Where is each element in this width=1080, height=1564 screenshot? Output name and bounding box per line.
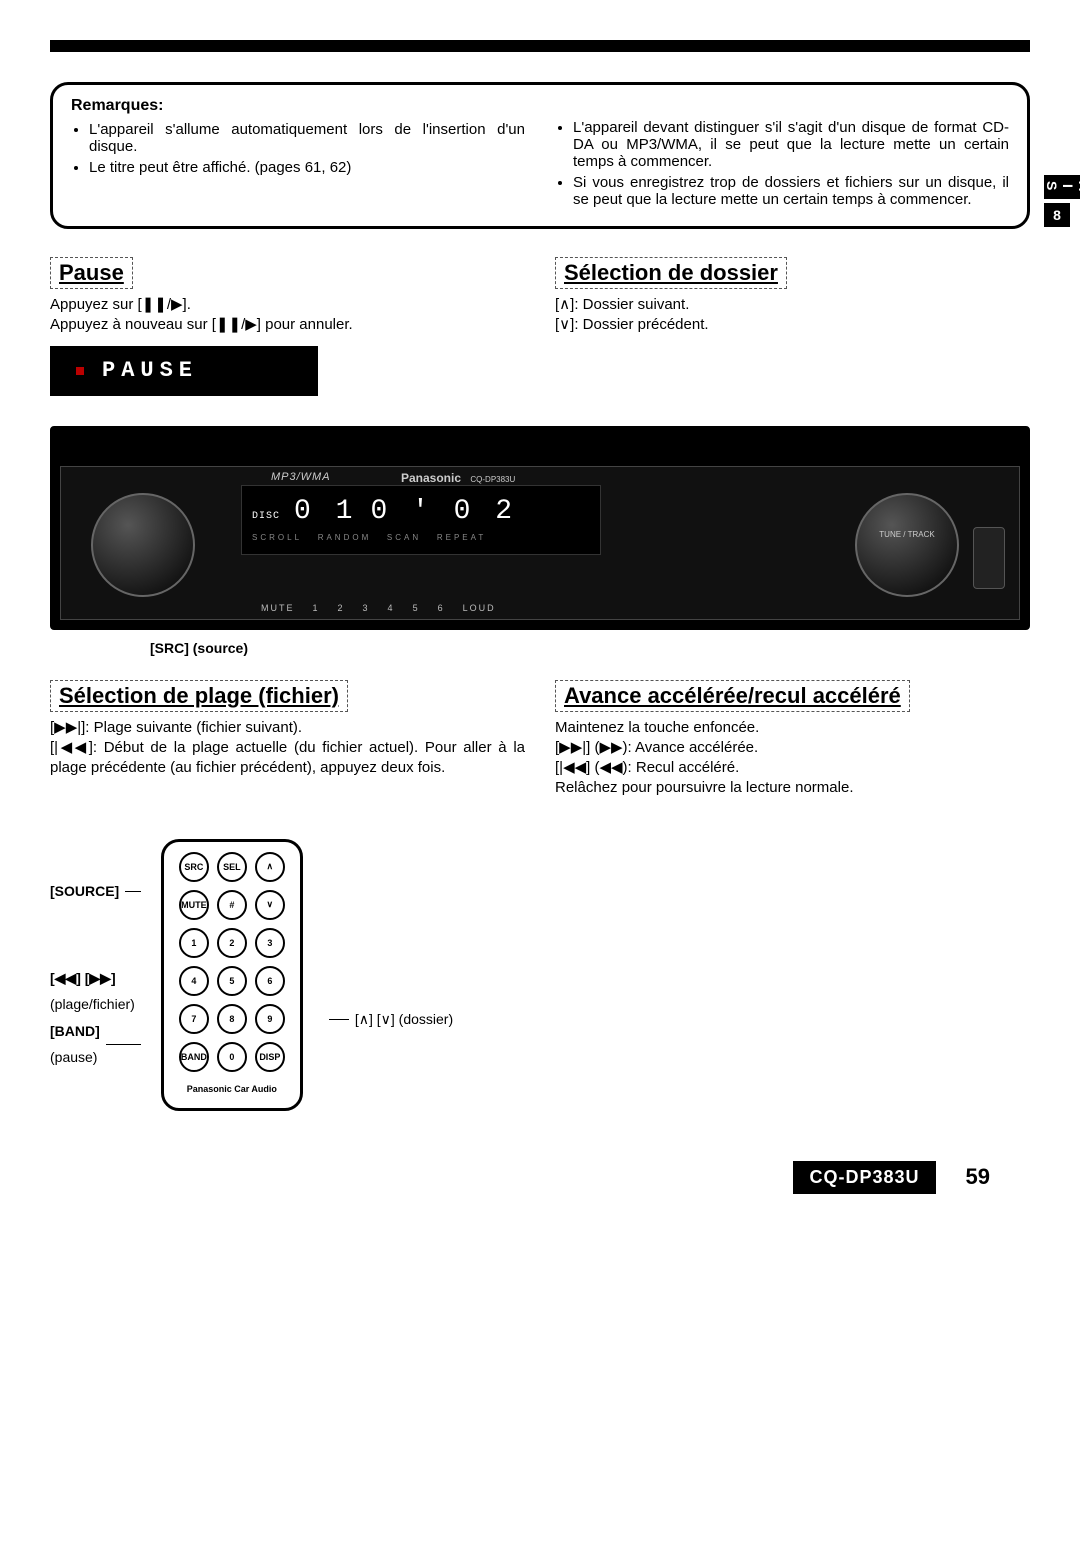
folder-heading: Sélection de dossier: [555, 257, 787, 289]
remote-sel-button[interactable]: SEL: [217, 852, 247, 882]
remote-disp-button[interactable]: DISP: [255, 1042, 285, 1072]
folder-buttons-callout: [∧] [∨] (dossier): [355, 1011, 453, 1028]
remote-mute-button[interactable]: MUTE: [179, 890, 209, 920]
language-number: 8: [1044, 203, 1070, 227]
disc-label: DISC: [252, 511, 280, 522]
remark-item: L'appareil devant distinguer s'il s'agit…: [573, 119, 1009, 170]
remote-8-button[interactable]: 8: [217, 1004, 247, 1034]
remote-left-callouts: [SOURCE] [◀◀] [▶▶] (plage/fichier) [BAND…: [50, 878, 147, 1071]
eject-button[interactable]: [973, 527, 1005, 589]
pause-lcd: PAUSE: [50, 346, 318, 396]
remote-9-button[interactable]: 9: [255, 1004, 285, 1034]
remarks-box: Remarques: L'appareil s'allume automatiq…: [50, 82, 1030, 229]
remote-5-button[interactable]: 5: [217, 966, 247, 996]
remote-down-button[interactable]: ∨: [255, 890, 285, 920]
ffwd-heading: Avance accélérée/recul accéléré: [555, 680, 910, 712]
disc-number: 0 1: [294, 496, 356, 527]
tune-track-knob[interactable]: TUNE / TRACK: [855, 493, 959, 597]
pause-line1: Appuyez sur [❚❚/▶].: [50, 295, 525, 315]
remote-0-button[interactable]: 0: [217, 1042, 247, 1072]
remark-item: Si vous enregistrez trop de dossiers et …: [573, 174, 1009, 208]
record-indicator-icon: [76, 367, 84, 375]
remote-brand: Panasonic Car Audio: [187, 1084, 277, 1094]
stereo-display: DISC 0 1 0 ' 0 2 SCROLL RANDOM SCAN REPE…: [241, 485, 601, 555]
remote-2-button[interactable]: 2: [217, 928, 247, 958]
source-callout: [SOURCE]: [50, 878, 119, 905]
remark-item: Le titre peut être affiché. (pages 61, 6…: [89, 159, 525, 176]
car-stereo-illustration: MP3/WMA Panasonic CQ-DP383U DISC 0 1 0 '…: [50, 426, 1030, 630]
page-number: 59: [966, 1164, 990, 1190]
remark-item: L'appareil s'allume automatiquement lors…: [89, 121, 525, 155]
track-buttons-sub: (plage/fichier): [50, 996, 135, 1012]
pause-lcd-text: PAUSE: [102, 358, 198, 383]
track-line1: [▶▶|]: Plage suivante (fichier suivant).: [50, 718, 525, 738]
model-badge: CQ-DP383U: [793, 1161, 935, 1194]
remote-control: SRC SEL ∧ MUTE # ∨ 1 2 3 4 5 6 7 8: [161, 839, 303, 1111]
preset-labels: MUTE 1 2 3 4 5 6 LOUD: [261, 603, 496, 613]
ffwd-line2: [▶▶|] (▶▶): Avance accélérée.: [555, 738, 1030, 758]
tune-track-label: TUNE / TRACK: [857, 531, 957, 540]
ffwd-line3: [|◀◀] (◀◀): Recul accéléré.: [555, 758, 1030, 778]
ffwd-line4: Relâchez pour poursuivre la lecture norm…: [555, 778, 1030, 798]
track-heading: Sélection de plage (fichier): [50, 680, 348, 712]
band-callout: [BAND]: [50, 1023, 100, 1039]
volume-knob[interactable]: [91, 493, 195, 597]
remote-num-button[interactable]: #: [217, 890, 247, 920]
src-callout: [SRC] (source): [150, 640, 1030, 656]
folder-line2: [∨]: Dossier précédent.: [555, 315, 1030, 335]
track-buttons-callout: [◀◀] [▶▶]: [50, 970, 116, 986]
pause-line2: Appuyez à nouveau sur [❚❚/▶] pour annule…: [50, 315, 525, 335]
mp3-wma-label: MP3/WMA: [271, 471, 331, 483]
function-row: SCROLL RANDOM SCAN REPEAT: [252, 533, 590, 542]
remarks-heading: Remarques:: [71, 97, 525, 115]
language-letters: FRANÇAIS: [1044, 175, 1080, 199]
remote-7-button[interactable]: 7: [179, 1004, 209, 1034]
pause-heading: Pause: [50, 257, 133, 289]
brand-label: Panasonic CQ-DP383U: [401, 471, 515, 485]
ffwd-line1: Maintenez la touche enfoncée.: [555, 718, 1030, 738]
track-time: 0 ' 0 2: [370, 496, 516, 527]
remote-1-button[interactable]: 1: [179, 928, 209, 958]
remote-src-button[interactable]: SRC: [179, 852, 209, 882]
language-tab: FRANÇAIS 8: [1044, 175, 1070, 227]
remote-band-button[interactable]: BAND: [179, 1042, 209, 1072]
remote-3-button[interactable]: 3: [255, 928, 285, 958]
folder-line1: [∧]: Dossier suivant.: [555, 295, 1030, 315]
remote-6-button[interactable]: 6: [255, 966, 285, 996]
remote-4-button[interactable]: 4: [179, 966, 209, 996]
band-sub: (pause): [50, 1049, 97, 1065]
track-line2: [|◀◀]: Début de la plage actuelle (du fi…: [50, 738, 525, 779]
top-divider: [50, 40, 1030, 52]
remote-up-button[interactable]: ∧: [255, 852, 285, 882]
